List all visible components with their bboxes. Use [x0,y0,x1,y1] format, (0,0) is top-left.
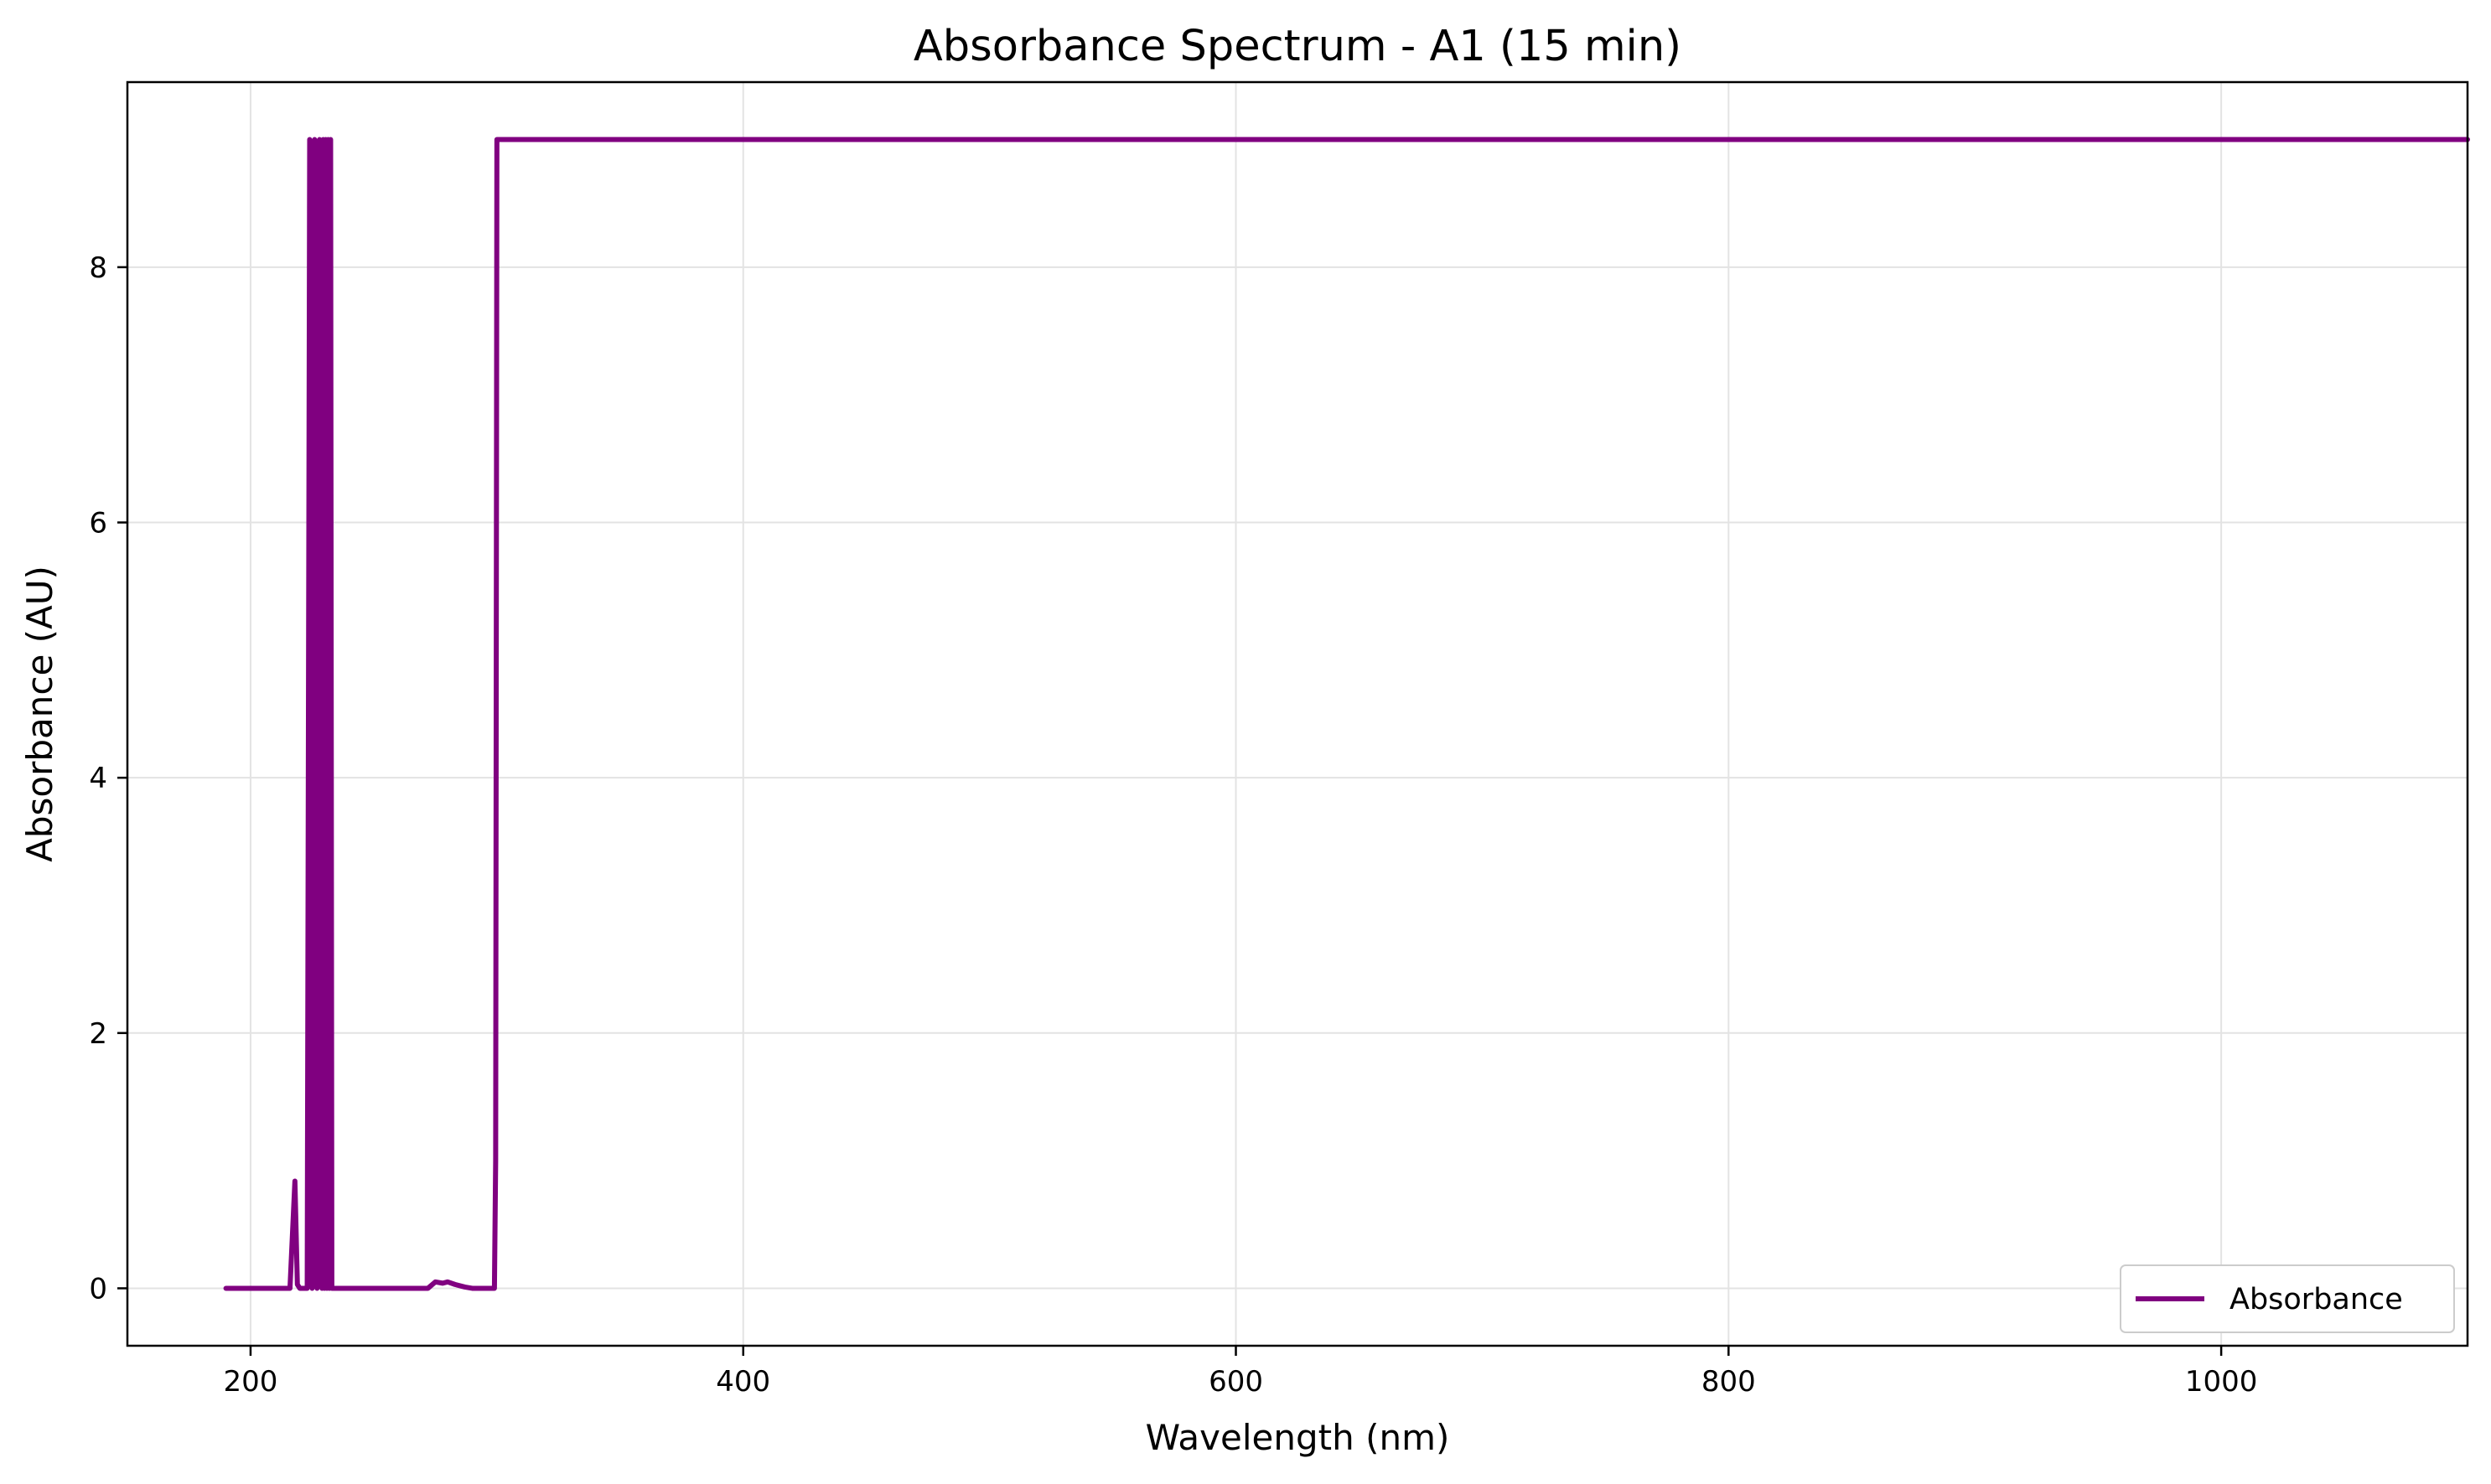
series-layer [223,137,2470,1291]
x-tick-label: 1000 [2185,1365,2258,1399]
legend: Absorbance [2120,1264,2455,1333]
y-tick-label: 2 [89,1017,107,1051]
plot-frame [126,80,2469,1347]
chart-title: Absorbance Spectrum - A1 (15 min) [914,22,1681,71]
x-tick-label: 200 [223,1365,277,1399]
grid-lines [127,82,2468,1346]
absorbance-line [223,137,2470,1291]
y-axis-label: Absorbance (AU) [19,566,60,862]
y-tick-label: 4 [89,762,107,795]
axis-ticks: 200 400 600 800 1000 0 2 4 6 8 [89,251,2257,1399]
y-tick-label: 8 [89,251,107,285]
x-tick-label: 400 [716,1365,770,1399]
x-tick-label: 600 [1209,1365,1263,1399]
x-axis-label: Wavelength (nm) [1146,1417,1450,1458]
legend-box [2120,1264,2455,1333]
x-tick-label: 800 [1701,1365,1756,1399]
y-tick-label: 6 [89,507,107,540]
y-tick-label: 0 [89,1272,107,1306]
legend-label-absorbance: Absorbance [2229,1283,2403,1316]
